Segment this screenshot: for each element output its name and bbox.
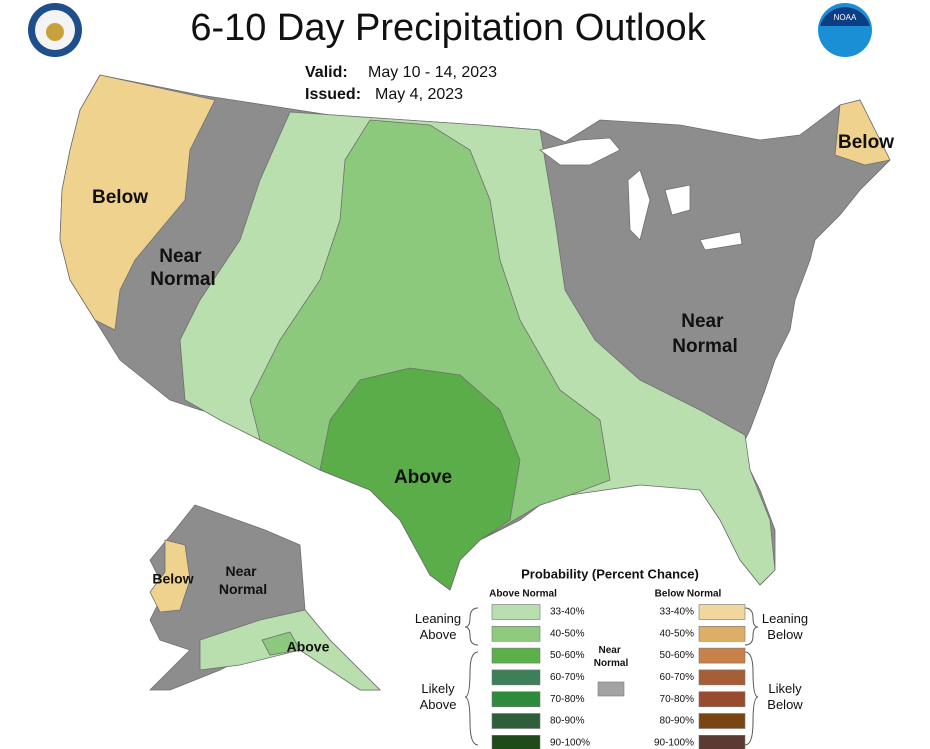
braces (464, 607, 759, 746)
map-label: Above (287, 639, 330, 655)
above-40-area (261, 631, 301, 656)
legend-label: 50-60% (550, 650, 585, 661)
valid-label: Valid: (305, 64, 348, 81)
legend-label: 33-40% (550, 607, 585, 618)
issued-label: Issued: (305, 86, 361, 103)
great-lakes (539, 137, 743, 251)
legend-swatch (698, 713, 746, 729)
label-line: Near (159, 246, 202, 267)
above-50-area (319, 367, 521, 591)
label-line: Normal (150, 269, 215, 290)
legend-label: 80-90% (660, 716, 695, 727)
legend-swatch (597, 681, 625, 697)
legend-swatch (491, 625, 541, 642)
legend-swatch (491, 604, 541, 620)
below-header: Below Normal (655, 589, 722, 600)
map-label: Above (394, 467, 452, 488)
legend-label: 70-80% (660, 694, 695, 705)
legend-label: 60-70% (660, 672, 695, 683)
map-label: Below (152, 571, 193, 587)
group-label: Leaning Above (415, 611, 461, 642)
label-line: Near (225, 563, 257, 579)
legend-swatch (698, 647, 746, 664)
legend-swatch (491, 669, 541, 686)
near-label: Near Normal (594, 645, 629, 669)
legend: Probability (Percent Chance) Above Norma… (415, 566, 808, 749)
legend-swatch (491, 713, 541, 729)
legend-title: Probability (Percent Chance) (521, 566, 699, 581)
legend-label: 90-100% (654, 737, 694, 748)
map-label: Below (92, 187, 148, 208)
legend-label: 40-50% (550, 628, 585, 639)
conus (59, 74, 891, 591)
legend-label: 40-50% (660, 628, 695, 639)
label-line: Below (767, 627, 803, 642)
below-area (59, 74, 216, 331)
label-line: Below (767, 697, 803, 712)
map-label: Near Normal (219, 563, 267, 597)
legend-label: 50-60% (660, 650, 695, 661)
legend-swatch (698, 625, 746, 642)
label-line: Near (598, 645, 620, 656)
valid-date: May 10 - 14, 2023 (368, 64, 497, 81)
label-line: Normal (672, 336, 737, 357)
logo-text: NOAA (834, 13, 857, 22)
legend-label: 80-90% (550, 716, 585, 727)
label-line: Near (681, 311, 724, 332)
label-line: Normal (594, 658, 629, 669)
label-line: Leaning (762, 611, 808, 626)
above-header: Above Normal (489, 589, 557, 600)
legend-swatch (491, 647, 541, 664)
label-line: Leaning (415, 611, 461, 626)
map-label: Near Normal (672, 311, 737, 357)
title: 6-10 Day Precipitation Outlook (190, 7, 706, 49)
label-line: Likely (421, 681, 455, 696)
legend-label: 33-40% (660, 607, 695, 618)
legend-label: 90-100% (550, 737, 590, 748)
legend-label: 60-70% (550, 672, 585, 683)
legend-swatch (491, 691, 541, 708)
below-area (834, 99, 891, 166)
legend-swatch (491, 734, 541, 749)
legend-swatch (698, 691, 746, 708)
legend-swatch (698, 734, 746, 749)
label-line: Likely (768, 681, 802, 696)
label-line: Above (420, 697, 457, 712)
label-line: Above (420, 627, 457, 642)
group-label: Likely Above (420, 681, 457, 712)
map-label: Below (838, 132, 894, 153)
doc-seal (28, 3, 82, 57)
issued-date: May 4, 2023 (375, 86, 463, 103)
below-area (149, 539, 191, 613)
legend-label: 70-80% (550, 694, 585, 705)
label-line: Normal (219, 581, 267, 597)
map-label: Near Normal (150, 246, 215, 290)
legend-swatch (698, 669, 746, 686)
group-label: Leaning Below (762, 611, 808, 642)
noaa-logo: NOAA (818, 3, 872, 57)
group-label: Likely Below (767, 681, 803, 712)
legend-swatch (698, 604, 746, 620)
alaska (149, 504, 381, 691)
